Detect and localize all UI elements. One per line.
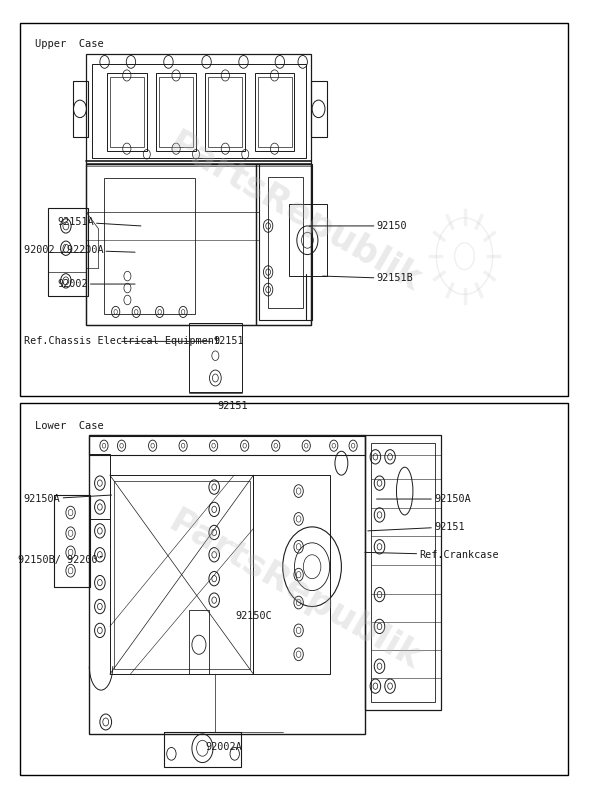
Text: 92150B/ 92200: 92150B/ 92200: [18, 555, 102, 566]
Text: 92151: 92151: [217, 401, 248, 411]
Bar: [209, 77, 242, 147]
Bar: [110, 77, 144, 147]
Bar: [289, 205, 327, 276]
Bar: [189, 323, 241, 392]
Bar: [92, 64, 306, 158]
Bar: [110, 475, 253, 674]
Bar: [164, 732, 240, 767]
Text: 92151B: 92151B: [323, 273, 413, 284]
Bar: [87, 164, 256, 324]
Bar: [20, 23, 568, 396]
Bar: [159, 77, 193, 147]
Bar: [370, 443, 435, 702]
Bar: [206, 73, 245, 151]
Bar: [20, 403, 568, 775]
Bar: [87, 164, 311, 324]
Bar: [311, 81, 327, 137]
Bar: [87, 54, 311, 164]
Text: 92150: 92150: [309, 221, 407, 231]
Text: Ref.Crankcase: Ref.Crankcase: [365, 550, 499, 560]
Text: 92002A: 92002A: [206, 742, 243, 753]
Bar: [54, 495, 91, 586]
Text: Lower  Case: Lower Case: [35, 421, 104, 431]
Bar: [365, 435, 441, 710]
Text: 92150A: 92150A: [24, 494, 111, 504]
Bar: [257, 77, 292, 147]
Bar: [90, 435, 365, 734]
Text: 92151: 92151: [368, 522, 465, 532]
Bar: [254, 73, 294, 151]
Text: 92151A: 92151A: [57, 217, 141, 227]
Bar: [107, 73, 147, 151]
Text: PartsRepublik: PartsRepublik: [163, 504, 426, 677]
Bar: [256, 164, 311, 324]
Bar: [259, 164, 312, 320]
Bar: [253, 475, 330, 674]
Bar: [189, 610, 210, 674]
Bar: [104, 178, 195, 313]
Bar: [156, 73, 196, 151]
Text: Ref.Chassis Electrical Equipment: Ref.Chassis Electrical Equipment: [24, 336, 220, 347]
Text: 92151: 92151: [214, 336, 244, 347]
Bar: [268, 177, 303, 308]
Bar: [90, 436, 365, 455]
Text: 92002 /92200A: 92002 /92200A: [24, 244, 135, 255]
Bar: [48, 209, 88, 296]
Text: PartsRepublik: PartsRepublik: [163, 126, 426, 298]
Text: 92150A: 92150A: [376, 494, 471, 504]
Bar: [90, 454, 110, 519]
Bar: [73, 81, 88, 137]
Bar: [114, 481, 250, 669]
Text: 92002: 92002: [57, 279, 135, 289]
Text: Upper  Case: Upper Case: [35, 38, 104, 49]
Text: 92150C: 92150C: [235, 611, 272, 621]
